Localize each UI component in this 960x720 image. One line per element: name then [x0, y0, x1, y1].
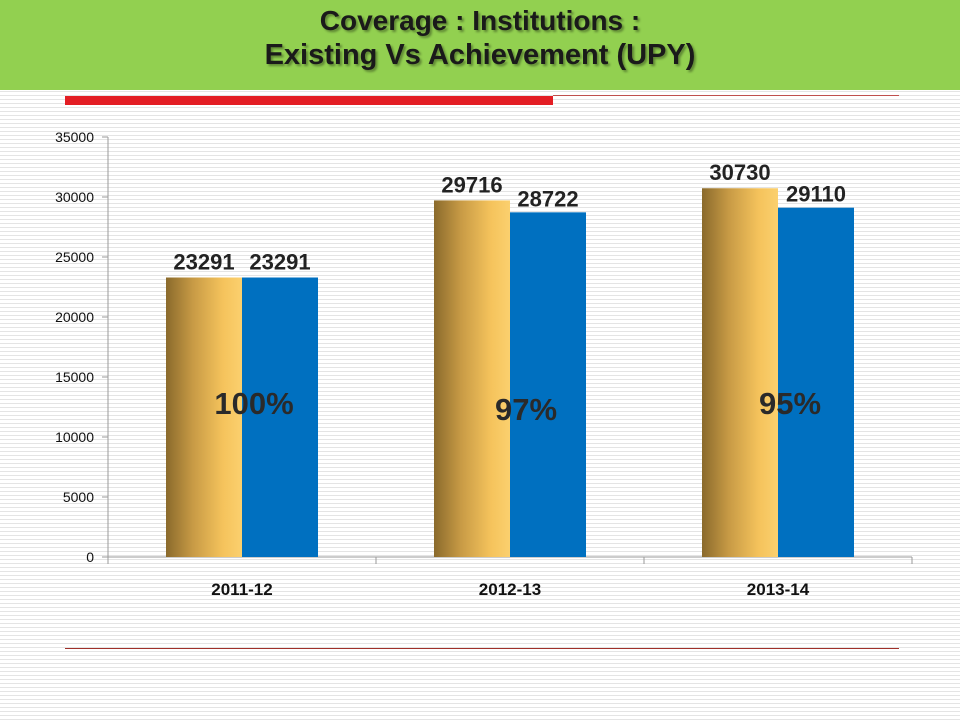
- title-line-1: Coverage : Institutions :: [319, 5, 641, 36]
- y-tick-label: 15000: [55, 369, 94, 385]
- percentage-annotation: 95%: [759, 386, 821, 421]
- x-category-label: 2011-12: [211, 580, 272, 599]
- title-line-2: Existing Vs Achievement (UPY): [264, 39, 696, 71]
- title-banner: Coverage : Institutions : Existing Vs Ac…: [0, 0, 960, 90]
- data-label-series-1: 30730: [709, 160, 770, 185]
- bar-series-2-2013-14: [778, 207, 854, 557]
- accent-rule: [553, 95, 899, 96]
- data-label-series-1: 23291: [173, 250, 234, 275]
- bar-series-2-2012-13: [510, 212, 586, 557]
- x-category-label: 2013-14: [747, 580, 810, 599]
- percentage-annotation: 100%: [214, 386, 293, 421]
- y-tick-label: 5000: [63, 489, 94, 505]
- bottom-rule: [65, 648, 899, 649]
- data-label-series-2: 23291: [249, 250, 310, 275]
- y-tick-label: 25000: [55, 249, 94, 265]
- bar-series-1-2011-12: [166, 277, 242, 557]
- y-tick-label: 30000: [55, 189, 94, 205]
- y-tick-label: 10000: [55, 429, 94, 445]
- y-tick-label: 20000: [55, 309, 94, 325]
- y-tick-label: 35000: [55, 129, 94, 145]
- x-category-label: 2012-13: [479, 580, 541, 599]
- labels: 23291 23291 2011-12 100% 29716 28722 2012-13 97…: [173, 160, 846, 599]
- bar-series-2-2011-12: [242, 277, 318, 557]
- y-tick-label: 0: [86, 549, 94, 565]
- percentage-annotation: 97%: [495, 392, 557, 427]
- accent-bar: [65, 96, 553, 105]
- bars: [166, 188, 854, 558]
- bar-series-1-2013-14: [702, 188, 778, 558]
- data-label-series-1: 29716: [441, 172, 502, 197]
- data-label-series-2: 29110: [786, 182, 846, 207]
- bar-series-1-2012-13: [434, 200, 510, 557]
- data-label-series-2: 28722: [517, 186, 578, 211]
